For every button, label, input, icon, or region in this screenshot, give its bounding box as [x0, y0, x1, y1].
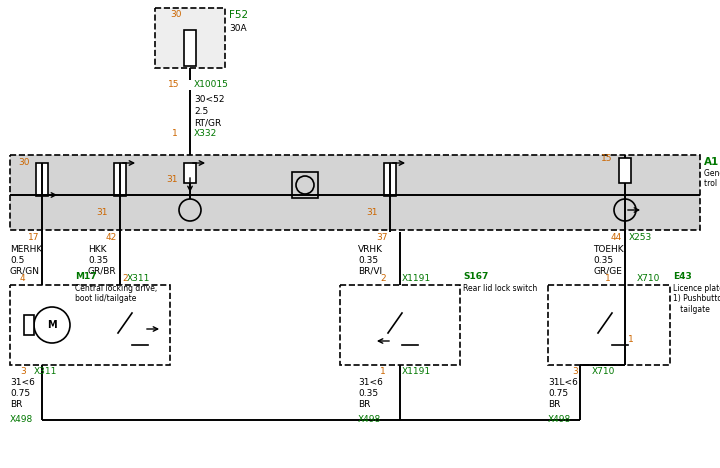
Text: 31: 31 [166, 175, 178, 184]
Text: X1191: X1191 [402, 367, 431, 376]
Text: Central locking drive,
boot lid/tailgate: Central locking drive, boot lid/tailgate [75, 284, 157, 303]
Text: HKK: HKK [88, 245, 107, 254]
Text: 30: 30 [170, 10, 181, 19]
Text: 1: 1 [605, 274, 611, 283]
Text: X498: X498 [10, 415, 33, 424]
Text: 0.35: 0.35 [88, 256, 108, 265]
Text: X311: X311 [127, 274, 150, 283]
Text: X10015: X10015 [194, 80, 229, 89]
Text: TOEHK: TOEHK [593, 245, 624, 254]
Text: RT/GR: RT/GR [194, 119, 221, 128]
FancyBboxPatch shape [340, 285, 460, 365]
Text: 1: 1 [172, 129, 178, 138]
Text: X253: X253 [629, 233, 652, 242]
Text: 3: 3 [572, 367, 577, 376]
Text: E43: E43 [673, 272, 692, 281]
Text: 2.5: 2.5 [194, 107, 208, 116]
Bar [114, 163, 126, 196]
Text: General module con-
trol unit: General module con- trol unit [704, 169, 720, 189]
Text: 31<6: 31<6 [358, 378, 383, 387]
Bar [24, 315, 34, 335]
Text: Licence plate lights
1) Pushbutton, open
   tailgate: Licence plate lights 1) Pushbutton, open… [673, 284, 720, 314]
FancyBboxPatch shape [548, 285, 670, 365]
Text: 37: 37 [376, 233, 387, 242]
Text: BR: BR [10, 400, 22, 409]
FancyBboxPatch shape [10, 155, 700, 230]
Text: A1: A1 [704, 157, 719, 167]
Text: 15: 15 [168, 80, 179, 89]
Bar [36, 163, 48, 196]
Bar [619, 158, 631, 183]
Text: 0.5: 0.5 [10, 256, 24, 265]
Text: 2: 2 [122, 274, 127, 283]
Text: 31<6: 31<6 [10, 378, 35, 387]
Text: 15: 15 [601, 154, 613, 163]
Text: 0.35: 0.35 [593, 256, 613, 265]
Text: X710: X710 [592, 367, 616, 376]
Text: X498: X498 [548, 415, 571, 424]
Text: 30A: 30A [229, 24, 247, 33]
Bar [292, 172, 318, 198]
Text: GR/GE: GR/GE [593, 267, 622, 276]
Text: BR/VI: BR/VI [358, 267, 382, 276]
Text: Rear lid lock switch: Rear lid lock switch [463, 284, 537, 293]
Text: GR/BR: GR/BR [88, 267, 117, 276]
Text: X311: X311 [34, 367, 58, 376]
Text: 0.75: 0.75 [10, 389, 30, 398]
Text: VRHK: VRHK [358, 245, 383, 254]
Text: 1: 1 [380, 367, 386, 376]
Bar [384, 163, 396, 196]
Text: S167: S167 [463, 272, 488, 281]
Text: 31L<6: 31L<6 [548, 378, 578, 387]
Text: 0.35: 0.35 [358, 256, 378, 265]
Text: BR: BR [548, 400, 560, 409]
Text: M17: M17 [75, 272, 96, 281]
Text: 30: 30 [18, 158, 30, 167]
Text: X1191: X1191 [402, 274, 431, 283]
Text: M: M [48, 320, 57, 330]
Text: BR: BR [358, 400, 370, 409]
Text: 44: 44 [611, 233, 622, 242]
Text: 2: 2 [380, 274, 386, 283]
Text: 0.35: 0.35 [358, 389, 378, 398]
Text: F52: F52 [229, 10, 248, 20]
Text: 0.75: 0.75 [548, 389, 568, 398]
Bar [184, 30, 196, 66]
Text: X710: X710 [637, 274, 660, 283]
Text: GR/GN: GR/GN [10, 267, 40, 276]
Bar [184, 163, 196, 183]
Text: 30<52: 30<52 [194, 95, 225, 104]
Text: 1: 1 [628, 335, 634, 344]
FancyBboxPatch shape [155, 8, 225, 68]
Text: 17: 17 [28, 233, 40, 242]
Text: 31: 31 [366, 208, 377, 217]
Text: X498: X498 [358, 415, 382, 424]
Text: 42: 42 [106, 233, 117, 242]
Text: 4: 4 [20, 274, 26, 283]
Text: 3: 3 [20, 367, 26, 376]
Text: 31: 31 [96, 208, 107, 217]
Text: MERHK: MERHK [10, 245, 42, 254]
Text: X332: X332 [194, 129, 217, 138]
FancyBboxPatch shape [10, 285, 170, 365]
